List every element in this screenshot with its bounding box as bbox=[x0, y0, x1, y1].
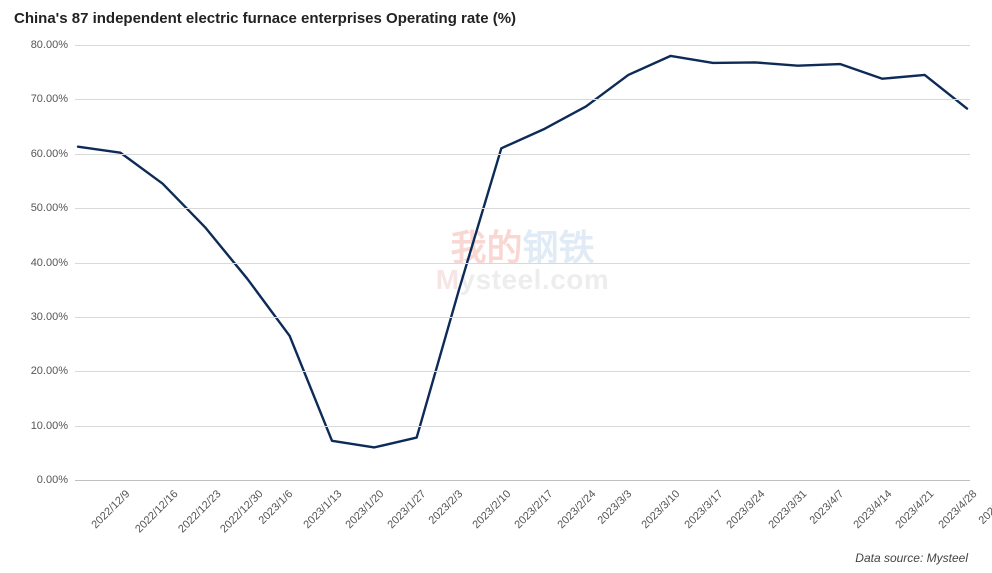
chart-container: China's 87 independent electric furnace … bbox=[0, 0, 992, 573]
gridline bbox=[75, 371, 970, 372]
x-tick-label: 2023/2/10 bbox=[470, 488, 513, 531]
gridline bbox=[75, 263, 970, 264]
y-tick-label: 0.00% bbox=[8, 474, 68, 486]
x-tick-label: 2023/4/7 bbox=[807, 488, 846, 527]
y-tick-label: 30.00% bbox=[8, 311, 68, 323]
x-tick-label: 2023/4/28 bbox=[936, 488, 979, 531]
gridline bbox=[75, 208, 970, 209]
y-tick-label: 70.00% bbox=[8, 93, 68, 105]
x-tick-label: 2023/3/10 bbox=[640, 488, 683, 531]
gridline bbox=[75, 480, 970, 481]
plot-area: 我的钢铁 Mysteel.com bbox=[75, 45, 970, 480]
x-tick-label: 2023/4/14 bbox=[851, 488, 894, 531]
data-source-label: Data source: Mysteel bbox=[855, 551, 968, 565]
x-tick-label: 2023/5/5 bbox=[977, 488, 992, 527]
x-tick-label: 2023/3/17 bbox=[682, 488, 725, 531]
x-tick-label: 2023/3/31 bbox=[767, 488, 810, 531]
gridline bbox=[75, 426, 970, 427]
y-tick-label: 80.00% bbox=[8, 39, 68, 51]
x-tick-label: 2022/12/23 bbox=[176, 488, 223, 535]
gridline bbox=[75, 45, 970, 46]
x-tick-label: 2022/12/30 bbox=[218, 488, 265, 535]
x-tick-label: 2023/1/20 bbox=[343, 488, 386, 531]
x-tick-label: 2023/1/13 bbox=[301, 488, 344, 531]
y-tick-label: 50.00% bbox=[8, 202, 68, 214]
y-tick-label: 20.00% bbox=[8, 365, 68, 377]
data-line bbox=[78, 56, 967, 448]
x-tick-label: 2023/2/24 bbox=[555, 488, 598, 531]
x-tick-label: 2023/3/3 bbox=[596, 488, 635, 527]
x-tick-label: 2023/2/3 bbox=[426, 488, 465, 527]
x-tick-label: 2022/12/16 bbox=[133, 488, 180, 535]
gridline bbox=[75, 99, 970, 100]
x-tick-label: 2023/3/24 bbox=[724, 488, 767, 531]
x-tick-label: 2023/1/27 bbox=[386, 488, 429, 531]
y-tick-label: 40.00% bbox=[8, 257, 68, 269]
x-tick-label: 2023/4/21 bbox=[894, 488, 937, 531]
chart-title: China's 87 independent electric furnace … bbox=[14, 10, 516, 27]
gridline bbox=[75, 317, 970, 318]
x-tick-label: 2022/12/9 bbox=[89, 488, 132, 531]
x-tick-label: 2023/2/17 bbox=[513, 488, 556, 531]
y-tick-label: 60.00% bbox=[8, 148, 68, 160]
y-tick-label: 10.00% bbox=[8, 420, 68, 432]
gridline bbox=[75, 154, 970, 155]
